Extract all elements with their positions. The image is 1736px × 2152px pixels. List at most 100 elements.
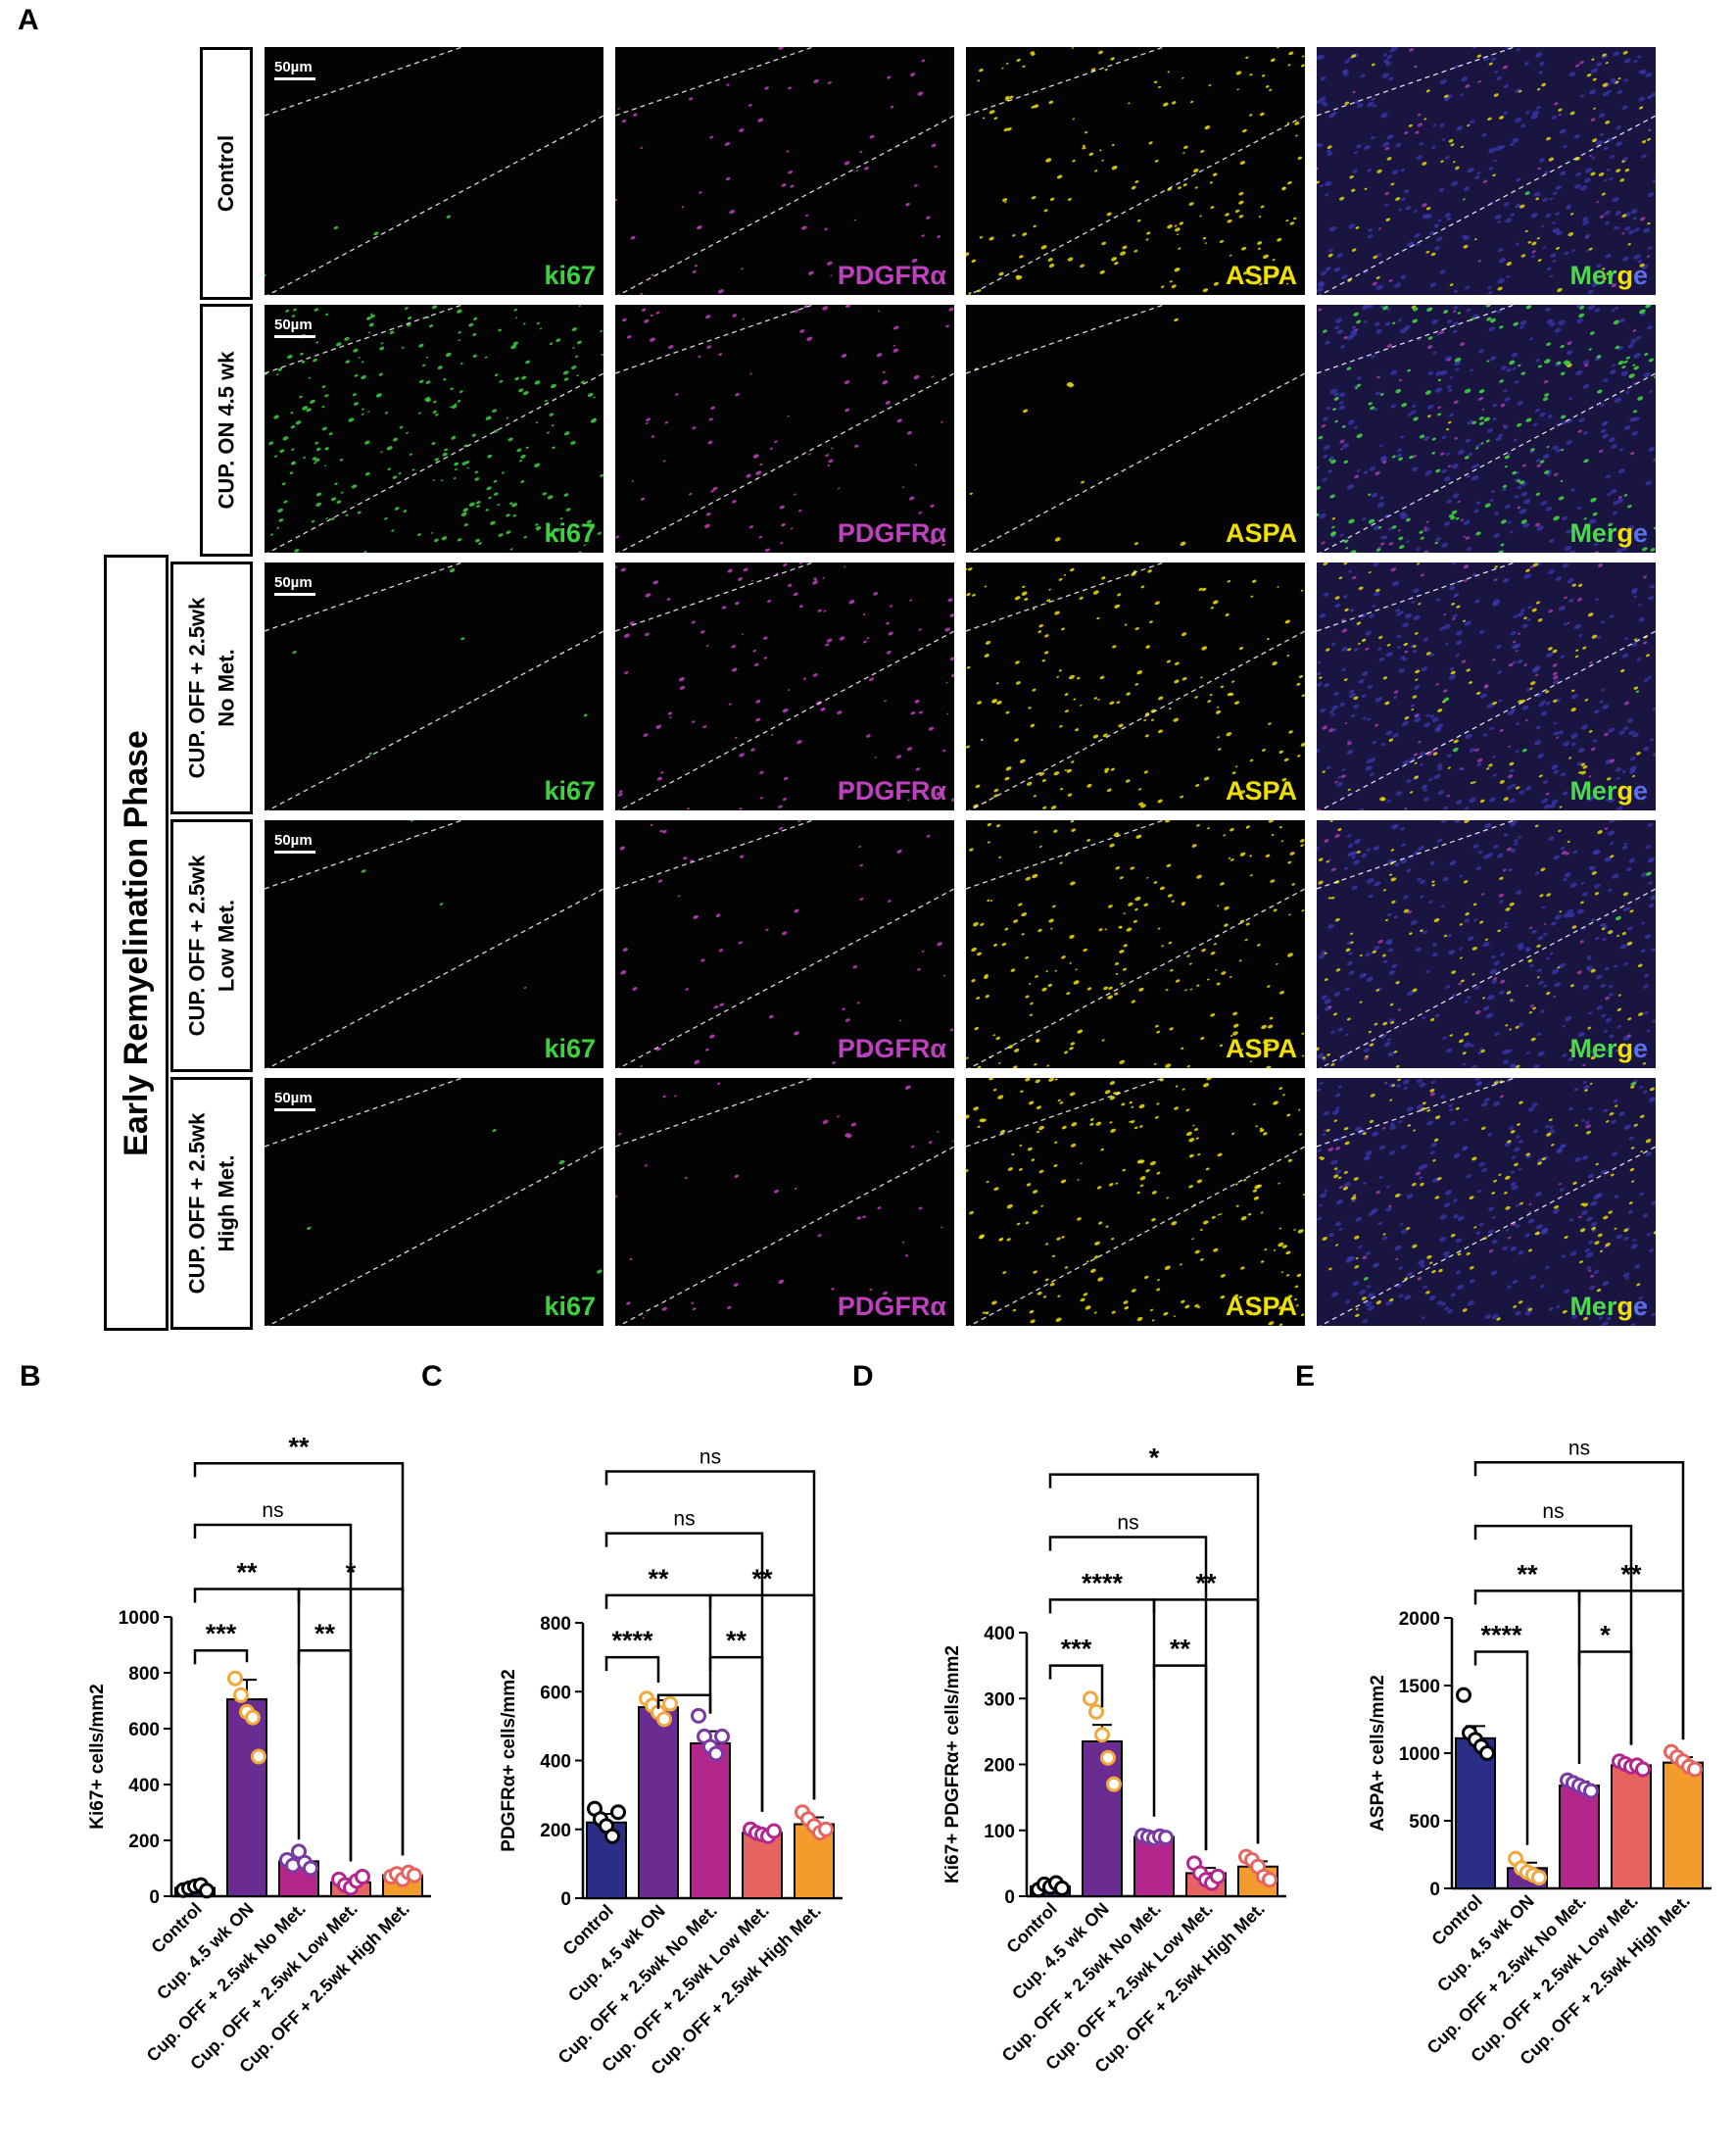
data-point	[1054, 1880, 1070, 1896]
significance-bracket	[1048, 1598, 1156, 1817]
y-tick-label: 800	[128, 1664, 160, 1685]
scale-bar: 50µm	[274, 574, 315, 596]
significance-bracket	[604, 1593, 712, 1714]
micrograph-pdgfra-row-5: PDGFRα	[615, 1078, 954, 1326]
y-tick-label: 0	[1004, 1887, 1015, 1908]
data-point	[1531, 1869, 1547, 1885]
bar	[226, 1698, 267, 1897]
merge-letters: Me	[1569, 1292, 1607, 1321]
data-point	[818, 1821, 834, 1837]
data-point	[1088, 1703, 1104, 1720]
data-point	[656, 1711, 672, 1728]
significance-label: *	[1600, 1621, 1611, 1650]
y-tick-label: 500	[1409, 1812, 1440, 1833]
data-point	[245, 1709, 261, 1726]
scale-bar: 50µm	[274, 832, 315, 854]
data-point	[227, 1670, 243, 1687]
data-point	[1456, 1687, 1471, 1703]
row-label-control: Control	[200, 47, 253, 300]
significance-label: ****	[1480, 1621, 1522, 1650]
scale-bar-label: 50µm	[274, 317, 313, 333]
stain-label-aspa: ASPA	[1225, 1292, 1297, 1321]
stain-label-aspa: ASPA	[1225, 261, 1297, 290]
significance-label: ns	[673, 1508, 695, 1531]
significance-bracket	[1048, 1473, 1260, 1844]
stain-label-merge: Merge	[1569, 1292, 1648, 1322]
micrograph-merge-row-4: Merge	[1317, 820, 1656, 1068]
scale-bar: 50µm	[274, 1090, 315, 1111]
merge-letters: e	[1632, 261, 1648, 290]
y-tick-label: 200	[984, 1756, 1015, 1777]
data-point	[766, 1823, 782, 1839]
data-point	[1635, 1761, 1651, 1778]
merge-letters: e	[1632, 1292, 1648, 1321]
y-axis-label: Ki67+ cells/mm2	[87, 1684, 108, 1829]
data-point	[714, 1728, 730, 1744]
stain-label-aspa: ASPA	[1225, 518, 1297, 548]
data-point	[1583, 1783, 1599, 1799]
data-point	[303, 1860, 318, 1877]
significance-bracket	[1048, 1664, 1104, 1708]
y-tick-label: 0	[560, 1889, 571, 1910]
data-point	[1687, 1761, 1703, 1778]
panel-letter-b: B	[20, 1360, 41, 1393]
micrograph-merge-row-2: Merge	[1317, 305, 1656, 553]
scale-bar-label: 50µm	[274, 574, 313, 591]
stain-label-aspa: ASPA	[1225, 776, 1297, 806]
stain-label-pdgfra: PDGFRα	[837, 1034, 946, 1063]
category-label: Cup. 4.5 wk ON	[153, 1899, 258, 2004]
panel-letter-a: A	[18, 4, 39, 36]
micrograph-merge-row-5: Merge	[1317, 1078, 1656, 1326]
bar	[1611, 1764, 1652, 1890]
significance-bracket	[1473, 1461, 1685, 1740]
y-tick-label: 1500	[1399, 1677, 1440, 1697]
data-point	[691, 1707, 706, 1724]
merge-letters: g	[1616, 261, 1633, 290]
significance-label: ****	[611, 1626, 653, 1655]
merge-letters: g	[1616, 518, 1633, 548]
significance-label: **	[1170, 1635, 1191, 1664]
significance-bracket	[297, 1648, 353, 1862]
micrograph-aspa-row-4: ASPA	[966, 820, 1305, 1068]
stain-label-merge: Merge	[1569, 776, 1648, 807]
merge-letters: Me	[1569, 1034, 1607, 1063]
row-label-cup-on: CUP. ON 4.5 wk	[200, 304, 253, 557]
data-point	[662, 1695, 678, 1712]
data-point	[233, 1687, 249, 1703]
stain-label-merge: Merge	[1569, 518, 1648, 549]
y-tick-label: 200	[128, 1832, 160, 1852]
bar	[690, 1741, 731, 1899]
scale-bar-label: 50µm	[274, 832, 313, 849]
y-tick-label: 1000	[1399, 1744, 1440, 1765]
category-label: Cup. 4.5 wk ON	[1433, 1891, 1538, 1996]
stain-label-ki67: ki67	[544, 776, 596, 806]
data-point	[1094, 1727, 1110, 1743]
micrograph-merge-row-3: Merge	[1317, 562, 1656, 810]
micrograph-pdgfra-row-4: PDGFRα	[615, 820, 954, 1068]
micrograph-ki67-row-2: 50µm ki67	[265, 305, 603, 553]
merge-letters: r	[1606, 261, 1617, 290]
stain-label-ki67: ki67	[544, 1034, 596, 1063]
stain-label-aspa: ASPA	[1225, 1034, 1297, 1063]
merge-letters: Me	[1569, 776, 1607, 806]
significance-label: **	[314, 1619, 336, 1648]
merge-letters: r	[1606, 1292, 1617, 1321]
stain-label-pdgfra: PDGFRα	[837, 518, 946, 548]
significance-label: **	[648, 1564, 669, 1593]
significance-bracket	[1473, 1524, 1633, 1745]
significance-bracket	[1048, 1536, 1208, 1851]
data-point	[1479, 1745, 1495, 1761]
significance-label: ns	[1117, 1511, 1138, 1534]
bar	[742, 1832, 783, 1899]
significance-label: **	[288, 1432, 310, 1461]
bar	[1559, 1785, 1600, 1889]
significance-label: ****	[1082, 1568, 1124, 1597]
y-tick-label: 600	[540, 1683, 571, 1703]
data-point	[1106, 1776, 1122, 1792]
data-point	[199, 1883, 215, 1899]
data-point	[1262, 1872, 1278, 1888]
significance-bracket	[1473, 1590, 1581, 1764]
significance-bracket	[193, 1523, 353, 1862]
data-point	[1210, 1868, 1226, 1884]
